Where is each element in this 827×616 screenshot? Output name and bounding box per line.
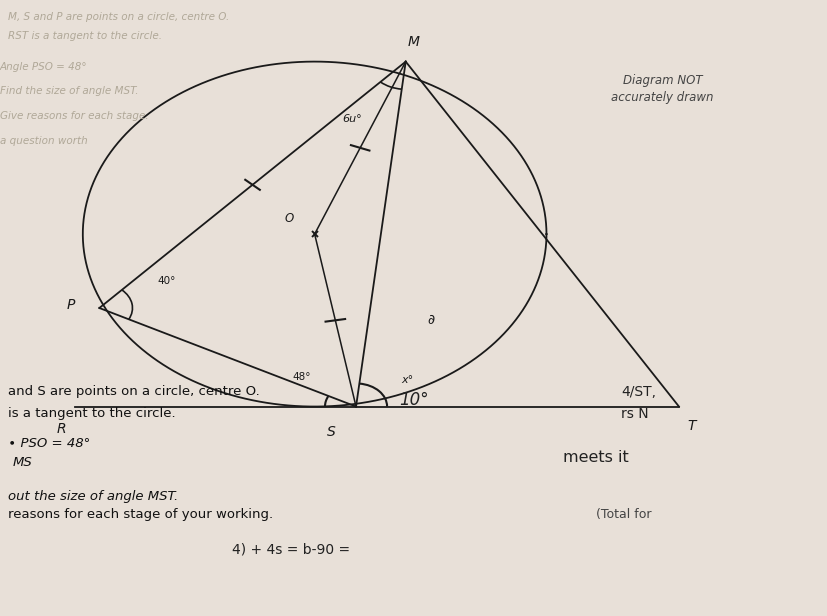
Text: 4) + 4s = b-90 =: 4) + 4s = b-90 = [232,542,350,556]
Text: M: M [408,35,419,49]
Text: S: S [327,425,335,439]
Text: O: O [284,212,294,225]
Text: Find the size of angle MST.: Find the size of angle MST. [0,86,138,96]
Text: ∂: ∂ [427,314,433,327]
Text: 4/ST,: 4/ST, [620,385,655,399]
Text: RST is a tangent to the circle.: RST is a tangent to the circle. [8,31,162,41]
Text: 6u°: 6u° [342,114,361,124]
Text: T: T [686,419,695,433]
Text: (Total for: (Total for [595,508,651,521]
Text: and S are points on a circle, centre O.: and S are points on a circle, centre O. [8,385,260,398]
Text: x°: x° [401,375,414,385]
Text: meets it: meets it [562,450,628,464]
Text: a question worth: a question worth [0,136,88,145]
Text: Give reasons for each stage.: Give reasons for each stage. [0,111,148,121]
Text: ∙ PSO = 48°: ∙ PSO = 48° [8,437,90,450]
Text: reasons for each stage of your working.: reasons for each stage of your working. [8,508,273,521]
Text: M, S and P are points on a circle, centre O.: M, S and P are points on a circle, centr… [8,12,229,22]
Text: is a tangent to the circle.: is a tangent to the circle. [8,407,175,419]
Text: Angle PSO = 48°: Angle PSO = 48° [0,62,88,71]
Text: rs N: rs N [620,407,648,421]
Text: Diagram NOT
accurately drawn: Diagram NOT accurately drawn [610,74,713,104]
Text: MS: MS [12,456,32,469]
Text: out the size of angle MST.: out the size of angle MST. [8,490,179,503]
Text: 10°: 10° [399,391,428,409]
Text: P: P [66,298,74,312]
Text: 48°: 48° [292,372,310,382]
Text: 40°: 40° [157,277,175,286]
Text: R: R [56,422,66,436]
